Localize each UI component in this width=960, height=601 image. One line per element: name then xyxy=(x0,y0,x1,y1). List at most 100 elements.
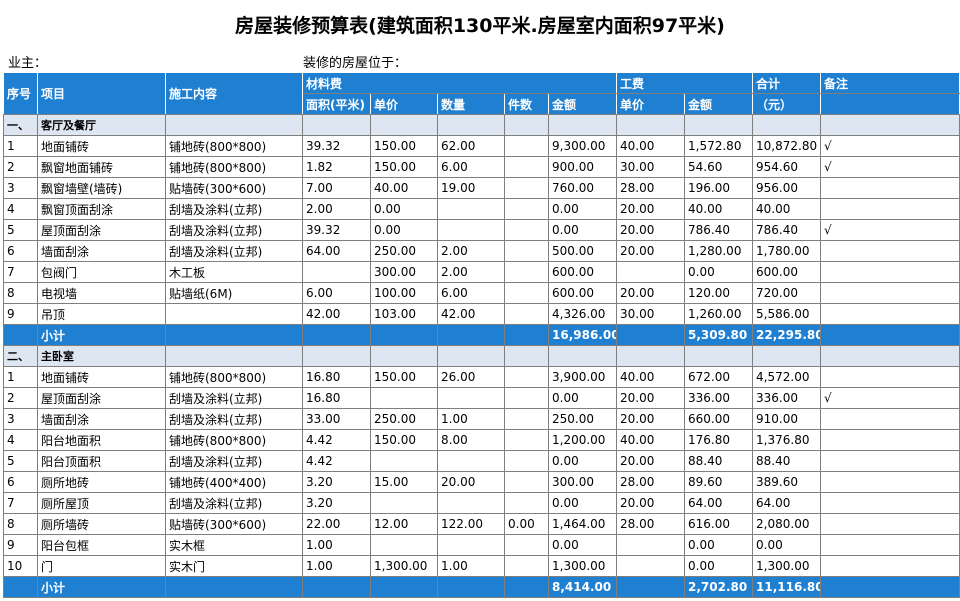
subtotal-amount: 16,986.00 xyxy=(547,324,618,346)
cell-content xyxy=(165,303,303,325)
cell-content: 木工板 xyxy=(165,261,303,283)
subtotal-total: 11,116.80 xyxy=(752,576,822,598)
section-no: 一、 xyxy=(3,114,38,136)
cell-labor-unit-price: 40.00 xyxy=(616,366,686,388)
cell-qty: 19.00 xyxy=(437,177,505,199)
cell-amount: 1,200.00 xyxy=(547,429,618,451)
cell-qty: 6.00 xyxy=(437,282,505,304)
cell-amount: 760.00 xyxy=(547,177,618,199)
cell-unit-price xyxy=(370,534,438,556)
table-row: 1 地面铺砖 铺地砖(800*800) 39.32 150.00 62.00 9,300.0… xyxy=(3,135,960,157)
cell-no: 2 xyxy=(3,156,38,178)
cell-total: 956.00 xyxy=(752,177,822,199)
section-name: 客厅及餐厅 xyxy=(37,114,166,136)
cell-no: 3 xyxy=(3,408,38,430)
cell-item: 阳台地面积 xyxy=(37,429,166,451)
cell-qty: 2.00 xyxy=(437,261,505,283)
cell-area: 1.00 xyxy=(302,534,371,556)
cell-content: 铺地砖(400*400) xyxy=(165,471,303,493)
section-blank xyxy=(370,345,438,367)
section-blank xyxy=(547,345,618,367)
cell-area: 4.42 xyxy=(302,450,371,472)
cell-total: 40.00 xyxy=(752,198,822,220)
cell-total: 1,300.00 xyxy=(752,555,822,577)
cell-area: 1.82 xyxy=(302,156,371,178)
cell-unit-price: 150.00 xyxy=(370,366,438,388)
cell-amount: 500.00 xyxy=(547,240,618,262)
cell-content: 刮墙及涂料(立邦) xyxy=(165,492,303,514)
cell-labor-unit-price: 20.00 xyxy=(616,408,686,430)
cell-remark xyxy=(820,513,960,535)
subtotal-blank xyxy=(616,324,686,346)
cell-unit-price: 40.00 xyxy=(370,177,438,199)
section-blank xyxy=(752,114,822,136)
header-row-2: 面积(平米) 单价 数量 件数 金额 单价 金额 （元） xyxy=(4,93,960,115)
header-remark: 备注 xyxy=(820,72,960,94)
cell-qty: 2.00 xyxy=(437,240,505,262)
cell-no: 8 xyxy=(3,513,38,535)
cell-no: 4 xyxy=(3,429,38,451)
cell-area: 64.00 xyxy=(302,240,371,262)
cell-total: 64.00 xyxy=(752,492,822,514)
section-blank xyxy=(302,345,371,367)
header-content: 施工内容 xyxy=(165,72,303,115)
cell-total: 4,572.00 xyxy=(752,366,822,388)
cell-qty: 1.00 xyxy=(437,555,505,577)
cell-item: 阳台顶面积 xyxy=(37,450,166,472)
cell-remark xyxy=(820,492,960,514)
cell-no: 7 xyxy=(3,492,38,514)
cell-no: 7 xyxy=(3,261,38,283)
cell-pieces: 0.00 xyxy=(504,513,549,535)
section-row: 二、 主卧室 xyxy=(3,345,960,367)
cell-amount: 0.00 xyxy=(547,534,618,556)
cell-labor-amount: 660.00 xyxy=(684,408,754,430)
cell-no: 1 xyxy=(3,366,38,388)
subtotal-blank xyxy=(437,576,505,598)
cell-unit-price xyxy=(370,387,438,409)
header-total-unit: （元） xyxy=(752,93,822,115)
section-name: 主卧室 xyxy=(37,345,166,367)
table-row: 1 地面铺砖 铺地砖(800*800) 16.80 150.00 26.00 3,900.0… xyxy=(3,366,960,388)
header-total-group: 合计 xyxy=(752,72,822,94)
subtotal-blank xyxy=(820,324,960,346)
cell-no: 9 xyxy=(3,534,38,556)
section-blank xyxy=(437,345,505,367)
cell-labor-amount: 120.00 xyxy=(684,282,754,304)
cell-item: 门 xyxy=(37,555,166,577)
cell-total: 954.60 xyxy=(752,156,822,178)
cell-pieces xyxy=(504,450,549,472)
cell-remark: √ xyxy=(820,156,960,178)
cell-remark: √ xyxy=(820,387,960,409)
cell-labor-unit-price: 20.00 xyxy=(616,387,686,409)
cell-content: 铺地砖(800*800) xyxy=(165,156,303,178)
cell-remark xyxy=(820,450,960,472)
cell-area: 16.80 xyxy=(302,387,371,409)
cell-amount: 0.00 xyxy=(547,198,618,220)
cell-unit-price xyxy=(370,450,438,472)
cell-amount: 1,464.00 xyxy=(547,513,618,535)
cell-qty: 62.00 xyxy=(437,135,505,157)
cell-content: 刮墙及涂料(立邦) xyxy=(165,387,303,409)
cell-amount: 0.00 xyxy=(547,450,618,472)
cell-labor-amount: 40.00 xyxy=(684,198,754,220)
subtotal-blank xyxy=(370,324,438,346)
cell-qty: 1.00 xyxy=(437,408,505,430)
cell-qty xyxy=(437,198,505,220)
cell-unit-price: 150.00 xyxy=(370,135,438,157)
header-item: 项目 xyxy=(37,72,166,115)
cell-labor-unit-price: 20.00 xyxy=(616,282,686,304)
cell-labor-unit-price: 40.00 xyxy=(616,429,686,451)
cell-unit-price: 250.00 xyxy=(370,240,438,262)
header-unit-price: 单价 xyxy=(370,93,438,115)
cell-area: 22.00 xyxy=(302,513,371,535)
section-blank xyxy=(616,114,686,136)
subtotal-amount: 8,414.00 xyxy=(547,576,618,598)
section-blank xyxy=(165,114,303,136)
header-labor-group: 工费 xyxy=(616,72,754,94)
cell-amount: 0.00 xyxy=(547,219,618,241)
cell-labor-amount: 88.40 xyxy=(684,450,754,472)
cell-item: 地面铺砖 xyxy=(37,135,166,157)
cell-unit-price: 300.00 xyxy=(370,261,438,283)
cell-content: 实木框 xyxy=(165,534,303,556)
cell-no: 3 xyxy=(3,177,38,199)
